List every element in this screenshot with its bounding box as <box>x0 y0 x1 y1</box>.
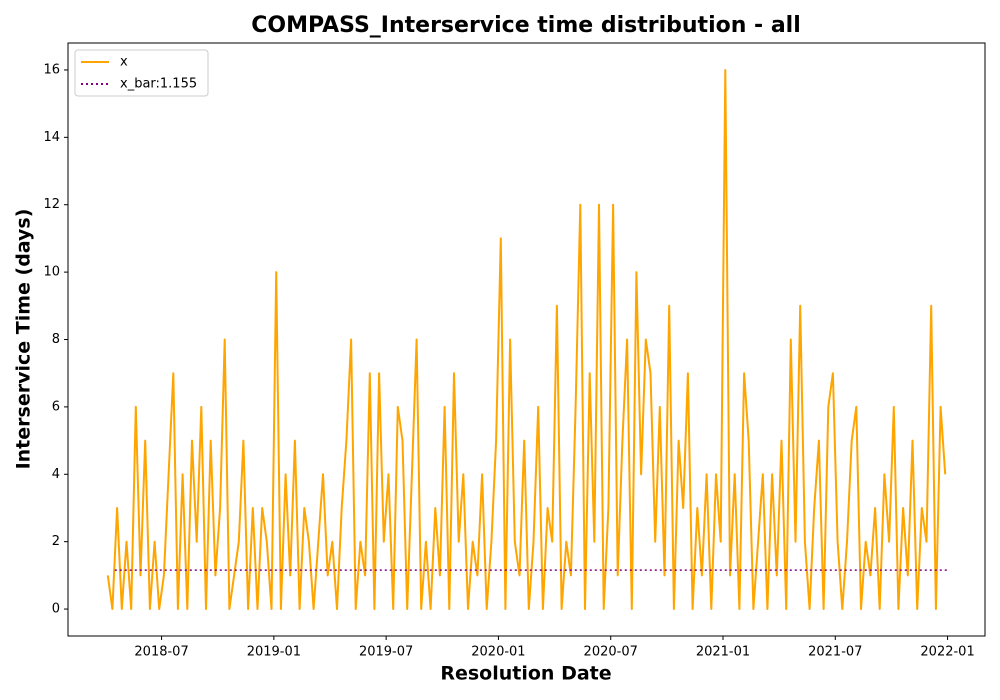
y-tick-label: 8 <box>52 332 60 347</box>
x-tick-label: 2022-01 <box>920 645 974 660</box>
x-axis-label: Resolution Date <box>440 663 611 685</box>
x-tick-label: 2020-07 <box>584 645 638 660</box>
x-tick-label: 2018-07 <box>134 645 188 660</box>
y-tick-label: 12 <box>43 197 60 212</box>
x-tick-label: 2019-01 <box>247 645 301 660</box>
x-tick-label: 2020-01 <box>471 645 525 660</box>
y-axis-label: Interservice Time (days) <box>13 209 35 470</box>
x-tick-label: 2021-07 <box>808 645 862 660</box>
data-line <box>106 69 947 610</box>
legend-label: x_bar:1.155 <box>120 77 197 92</box>
plot-frame <box>67 42 986 637</box>
x-tick-label: 2019-07 <box>359 645 413 660</box>
y-tick-label: 14 <box>43 130 60 145</box>
chart-title: COMPASS_Interservice time distribution -… <box>251 13 801 38</box>
y-tick-label: 10 <box>43 265 60 280</box>
x-tick-label: 2021-01 <box>696 645 750 660</box>
legend-label: x <box>120 55 128 70</box>
y-tick-label: 16 <box>43 62 60 77</box>
y-tick-label: 6 <box>52 399 60 414</box>
y-tick-label: 2 <box>52 534 60 549</box>
y-tick-label: 0 <box>52 602 60 617</box>
y-tick-label: 4 <box>52 467 60 482</box>
